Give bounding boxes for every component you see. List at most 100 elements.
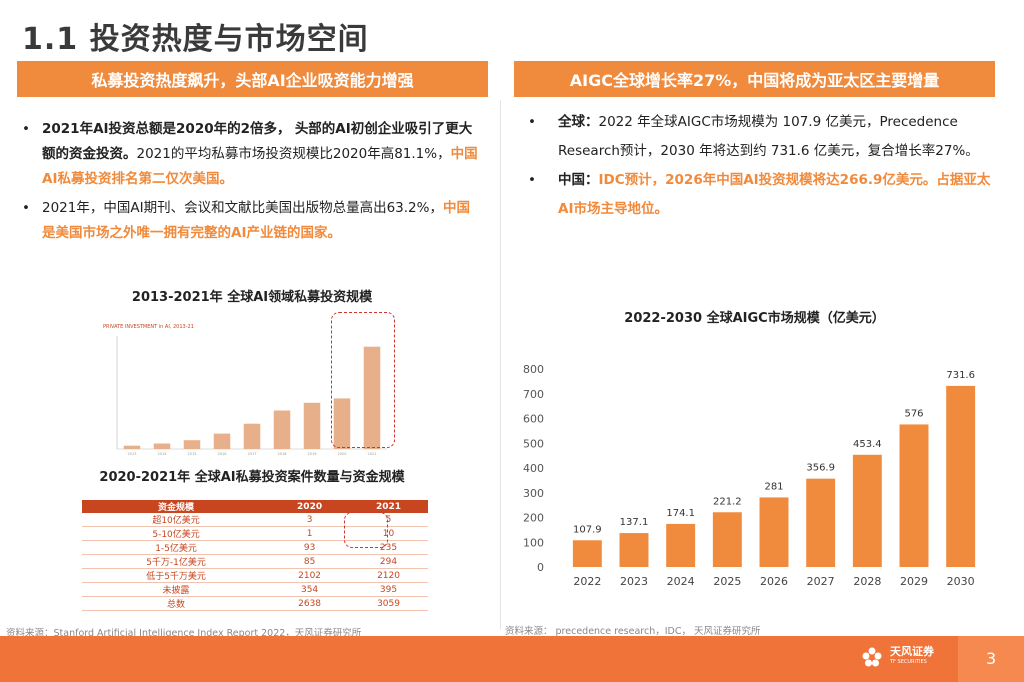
mini-bar-2014 <box>153 443 171 449</box>
table-row: 总数 2638 3059 <box>82 596 428 611</box>
mini-bar-2017 <box>243 423 261 449</box>
left-bullet-1: • 2021年AI投资总额是2020年的2倍多， 头部的AI初创企业吸引了更大额… <box>22 117 482 192</box>
bar-value-label: 281 <box>764 481 783 492</box>
table-header: 资金规模 <box>82 500 271 513</box>
table-cell: 5-10亿美元 <box>82 526 271 541</box>
bar-2025 <box>712 512 742 567</box>
x-tick-label: 2030 <box>947 575 975 588</box>
table-cell: 5千万-1亿美元 <box>82 554 271 569</box>
right-banner: AIGC全球增长率27%，中国将成为亚太区主要增量 <box>514 61 995 97</box>
mini-x-tick-label: 2018 <box>278 452 287 456</box>
right-source-note: 资料来源： precedence research，IDC， 天风证券研究所 <box>505 626 761 637</box>
table-cell: 2102 <box>270 568 350 583</box>
table-cell: 2120 <box>349 568 428 583</box>
right-chart-title: 2022-2030 全球AIGC市场规模（亿美元） <box>624 311 885 326</box>
y-tick-label: 500 <box>523 437 544 450</box>
bullet-dot: • <box>528 114 536 130</box>
table-cell: 85 <box>270 554 350 569</box>
mini-bar-2021 <box>363 346 381 449</box>
bar-value-label: 174.1 <box>666 508 695 519</box>
column-divider <box>500 100 501 630</box>
table-title: 2020-2021年 全球AI私募投资案件数量与资金规模 <box>99 470 405 485</box>
mini-chart-caption: PRIVATE INVESTMENT in AI, 2013-21 <box>103 324 194 330</box>
y-tick-label: 0 <box>537 561 544 574</box>
bullet-bold-text-2: 头部的AI初创企业吸引了更大额的资金投资。 <box>42 121 473 162</box>
private-investment-chart: PRIVATE INVESTMENT in AI, 2013-21 2013 20… <box>103 324 387 456</box>
bullet-highlight-text: 中国AI私募投资排名第二仅次美国。 <box>42 146 478 187</box>
y-tick-label: 200 <box>523 512 544 525</box>
table-cell: 10 <box>349 526 428 541</box>
investment-table: 资金规模 2020 2021 超10亿美元 3 5 5-10亿美元 1 10 1-5亿美… <box>82 500 428 611</box>
table-cell: 294 <box>349 554 428 569</box>
bar-2027 <box>806 478 836 567</box>
flower-logo-icon <box>862 647 882 667</box>
left-source-note: 资料来源：Stanford Artificial Intelligence In… <box>6 628 362 639</box>
bullet-dot: • <box>22 121 30 137</box>
bar-value-label: 356.9 <box>806 463 835 474</box>
table-cell: 2638 <box>270 596 350 611</box>
bullet-colon: ： <box>585 172 599 188</box>
table-cell: 1-5亿美元 <box>82 540 271 555</box>
table-row: 5-10亿美元 1 10 <box>82 526 428 541</box>
mini-bar-2018 <box>273 410 291 449</box>
page-number-box <box>958 636 1024 682</box>
table-cell: 3 <box>270 513 350 527</box>
bar-value-label: 453.4 <box>853 439 882 450</box>
company-logo: 天风证券 TF SECURITIES <box>860 645 934 669</box>
x-tick-label: 2026 <box>760 575 788 588</box>
bullet-highlight-text: IDC预计，2026年中国AI投资规模将达266.9亿美元。占据亚太AI市场主导… <box>558 172 991 217</box>
table-cell: 未披露 <box>82 582 271 597</box>
y-tick-label: 400 <box>523 462 544 475</box>
bar-2023 <box>619 533 649 567</box>
mini-bar-2016 <box>213 433 231 449</box>
bullet-highlight-text: 中国是美国市场之外唯一拥有完整的AI产业链的国家。 <box>42 200 470 241</box>
mini-x-tick-label: 2015 <box>188 452 197 456</box>
bar-value-label: 107.9 <box>573 524 602 535</box>
left-bullet-list: • 2021年AI投资总额是2020年的2倍多， 头部的AI初创企业吸引了更大额… <box>22 117 482 246</box>
bar-2029 <box>899 424 929 567</box>
x-tick-label: 2024 <box>667 575 695 588</box>
x-tick-label: 2025 <box>713 575 741 588</box>
table-header-row: 资金规模 2020 2021 <box>82 500 428 513</box>
y-tick-label: 800 <box>523 363 544 376</box>
table-cell: 395 <box>349 582 428 597</box>
x-tick-label: 2022 <box>573 575 601 588</box>
page-number: 3 <box>986 649 997 668</box>
table-cell: 93 <box>270 540 350 555</box>
bullet-normal-text: 2021年，中国AI期刊、会议和文献比美国出版物总量高出63.2%， <box>42 200 443 216</box>
bar-2028 <box>852 454 882 567</box>
table-cell: 354 <box>270 582 350 597</box>
bar-value-label: 137.1 <box>620 517 649 528</box>
bar-2022 <box>572 540 602 567</box>
company-name-en: TF SECURITIES <box>890 659 927 665</box>
bullet-bold-text: 中国 <box>558 172 585 188</box>
mini-bar-2020 <box>333 398 351 449</box>
mini-x-tick-label: 2013 <box>128 452 137 456</box>
y-tick-label: 600 <box>523 413 544 426</box>
table-header: 2021 <box>349 500 428 513</box>
table-cell: 低于5千万美元 <box>82 568 271 583</box>
bar-value-label: 731.6 <box>946 370 975 381</box>
table-row: 未披露 354 395 <box>82 582 428 597</box>
bullet-dot: • <box>528 172 536 188</box>
bar-value-label: 576 <box>904 408 923 419</box>
bar-2024 <box>666 523 696 567</box>
table-cell: 超10亿美元 <box>82 513 271 527</box>
table-cell: 总数 <box>82 596 271 611</box>
mini-bar-2015 <box>183 440 201 449</box>
x-tick-label: 2028 <box>853 575 881 588</box>
table-cell: 1 <box>270 526 350 541</box>
left-banner: 私募投资热度飙升，头部AI企业吸资能力增强 <box>17 61 488 97</box>
table-row: 5千万-1亿美元 85 294 <box>82 554 428 569</box>
mini-x-tick-label: 2020 <box>338 452 347 456</box>
table-row: 低于5千万美元 2102 2120 <box>82 568 428 583</box>
footer-bar <box>0 636 1024 682</box>
bar-2026 <box>759 497 789 567</box>
y-tick-label: 300 <box>523 487 544 500</box>
table-cell: 3059 <box>349 596 428 611</box>
mini-bar-2019 <box>303 402 321 449</box>
right-bullet-2: • 中国：IDC预计，2026年中国AI投资规模将达266.9亿美元。占据亚太A… <box>528 166 998 224</box>
bullet-normal-text: 2021的平均私募市场投资规模比2020年高81.1%， <box>136 146 451 162</box>
mini-x-tick-label: 2019 <box>308 452 317 456</box>
right-bullet-1: • 全球：2022 年全球AIGC市场规模为 107.9 亿美元，Precede… <box>528 108 998 166</box>
